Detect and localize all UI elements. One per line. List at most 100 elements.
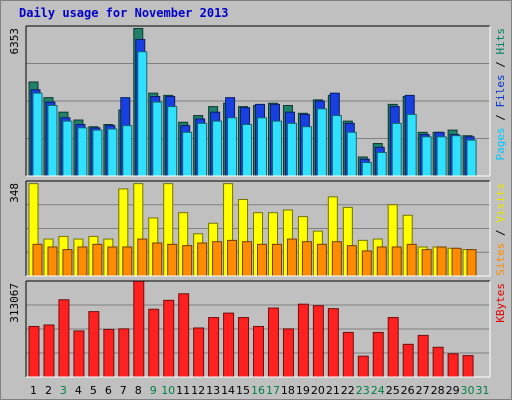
bar-sites-day-9	[152, 242, 163, 277]
bar-sites-day-1	[32, 243, 43, 277]
bar-sites-day-28	[436, 246, 447, 277]
bar-kbytes-day-1	[28, 325, 40, 378]
bar-sites-day-3	[62, 249, 73, 277]
bar-kbytes-day-11	[178, 293, 190, 378]
bar-kbytes-day-18	[282, 328, 294, 378]
bar-kbytes-day-5	[88, 311, 100, 378]
bar-pages-day-30	[466, 139, 477, 177]
bar-sites-day-12	[197, 242, 208, 277]
x-tick-day-27: 27	[416, 384, 430, 397]
panel-traffic-legend-item: /	[494, 55, 507, 75]
x-tick-day-10: 10	[161, 384, 175, 397]
bar-pages-day-16	[257, 117, 268, 177]
x-tick-day-25: 25	[386, 384, 400, 397]
bar-pages-day-27	[421, 136, 432, 177]
bar-sites-day-21	[331, 241, 342, 277]
panel-traffic-legend: Pages / Files / Hits	[494, 28, 507, 161]
bar-sites-day-10	[167, 243, 178, 277]
bar-pages-day-28	[436, 136, 447, 177]
bar-kbytes-day-16	[253, 325, 265, 378]
bar-sites-day-20	[316, 243, 327, 277]
bar-pages-day-2	[47, 104, 58, 177]
bar-sites-day-2	[47, 246, 58, 277]
bar-pages-day-14	[227, 117, 238, 177]
bar-sites-day-14	[227, 239, 238, 277]
panel-traffic-legend-item: Files	[494, 74, 507, 107]
bar-sites-day-24	[376, 246, 387, 277]
bar-pages-day-24	[376, 151, 387, 177]
bar-pages-day-8	[137, 51, 148, 177]
bar-pages-day-7	[122, 125, 133, 177]
bar-kbytes-day-30	[462, 355, 474, 378]
panel-visitors-legend: Sites / Visits	[494, 183, 507, 276]
panel-traffic-legend-item: Hits	[494, 28, 507, 55]
bar-pages-day-29	[451, 135, 462, 177]
bar-pages-day-18	[286, 122, 297, 177]
bar-sites-day-4	[77, 246, 88, 277]
panel-visitors-legend-item: Sites	[494, 243, 507, 276]
x-tick-day-3: 3	[60, 384, 67, 397]
bar-kbytes-day-21	[327, 308, 339, 378]
x-tick-day-12: 12	[191, 384, 205, 397]
x-tick-day-23: 23	[356, 384, 370, 397]
x-tick-day-30: 30	[461, 384, 475, 397]
x-tick-day-28: 28	[431, 384, 445, 397]
bar-kbytes-day-20	[312, 305, 324, 378]
bar-sites-day-27	[421, 249, 432, 277]
bar-pages-day-5	[92, 129, 103, 177]
bar-pages-day-6	[107, 128, 118, 177]
x-tick-day-22: 22	[341, 384, 355, 397]
x-tick-day-20: 20	[311, 384, 325, 397]
bar-kbytes-day-28	[432, 346, 444, 378]
bar-kbytes-day-24	[372, 331, 384, 378]
bar-sites-day-7	[122, 246, 133, 277]
bar-sites-day-16	[257, 243, 268, 277]
bar-sites-day-5	[92, 243, 103, 277]
bar-sites-day-30	[466, 249, 477, 277]
x-tick-day-11: 11	[176, 384, 190, 397]
x-tick-day-31: 31	[476, 384, 490, 397]
bar-pages-day-9	[152, 101, 163, 177]
bar-sites-day-11	[182, 245, 193, 277]
bar-kbytes-day-2	[43, 324, 55, 378]
bar-sites-day-6	[107, 246, 118, 277]
bar-pages-day-11	[182, 131, 193, 177]
bar-kbytes-day-26	[402, 343, 414, 378]
panel-kbytes-max-label: 313067	[8, 283, 21, 323]
bar-sites-day-22	[346, 245, 357, 277]
panel-traffic-max-label: 6353	[8, 28, 21, 55]
bar-kbytes-day-12	[193, 327, 205, 378]
x-tick-day-24: 24	[371, 384, 385, 397]
panel-traffic-legend-item: /	[494, 108, 507, 128]
x-tick-day-8: 8	[135, 384, 142, 397]
x-tick-day-19: 19	[296, 384, 310, 397]
x-tick-day-17: 17	[266, 384, 280, 397]
bar-kbytes-day-9	[148, 308, 160, 378]
bar-pages-day-15	[242, 124, 253, 177]
bar-kbytes-day-14	[223, 312, 235, 378]
bar-sites-day-25	[391, 246, 402, 277]
bar-kbytes-day-8	[133, 280, 145, 378]
bar-pages-day-12	[197, 122, 208, 177]
bar-sites-day-26	[406, 243, 417, 277]
x-tick-day-13: 13	[206, 384, 220, 397]
x-tick-day-7: 7	[120, 384, 127, 397]
bar-kbytes-day-29	[447, 353, 459, 378]
bar-kbytes-day-15	[238, 317, 250, 378]
bar-kbytes-day-27	[417, 334, 429, 378]
bar-kbytes-day-7	[118, 328, 130, 378]
bar-pages-day-13	[212, 120, 223, 177]
bar-sites-day-29	[451, 247, 462, 277]
x-tick-day-18: 18	[281, 384, 295, 397]
bar-pages-day-23	[361, 162, 372, 177]
x-tick-day-29: 29	[446, 384, 460, 397]
bar-kbytes-day-23	[357, 355, 369, 378]
bar-kbytes-day-25	[387, 317, 399, 378]
bar-kbytes-day-10	[163, 299, 175, 378]
panel-kbytes-legend-item: KBytes	[494, 283, 507, 323]
bar-pages-day-1	[32, 92, 43, 177]
bar-pages-day-25	[391, 122, 402, 177]
panel-traffic-legend-item: Pages	[494, 127, 507, 160]
x-tick-day-26: 26	[401, 384, 415, 397]
